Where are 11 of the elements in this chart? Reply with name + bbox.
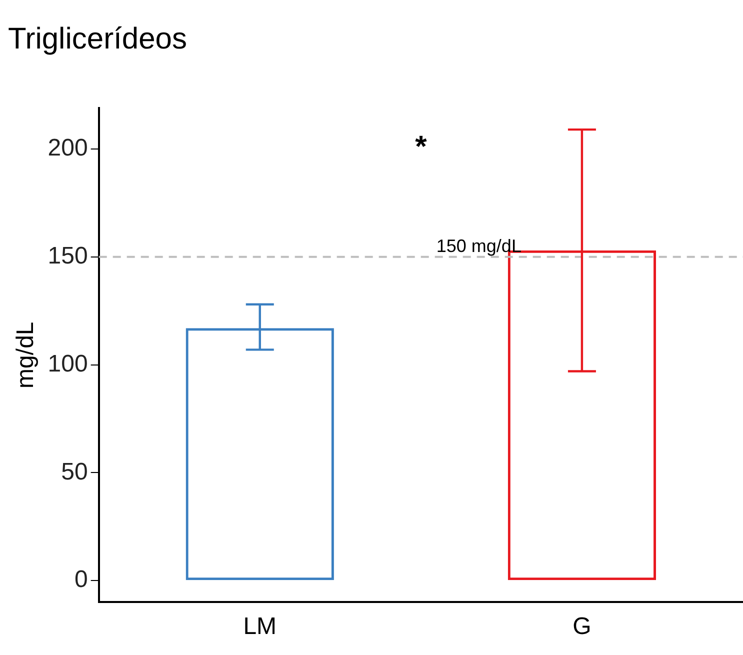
y-axis-title: mg/dL — [12, 322, 40, 388]
x-tick-label: LM — [243, 613, 277, 640]
x-tick-label: G — [572, 613, 592, 640]
annotation: * — [415, 130, 428, 164]
chart-title: Triglicerídeos — [8, 22, 187, 56]
ref-line-label: 150 mg/dL — [436, 236, 522, 256]
y-tick-label: 200 — [48, 134, 88, 162]
y-tick-label: 100 — [48, 350, 88, 378]
y-tick-label: 150 — [48, 242, 88, 270]
y-tick-label: 0 — [74, 566, 88, 594]
y-tick-label: 50 — [61, 458, 88, 486]
